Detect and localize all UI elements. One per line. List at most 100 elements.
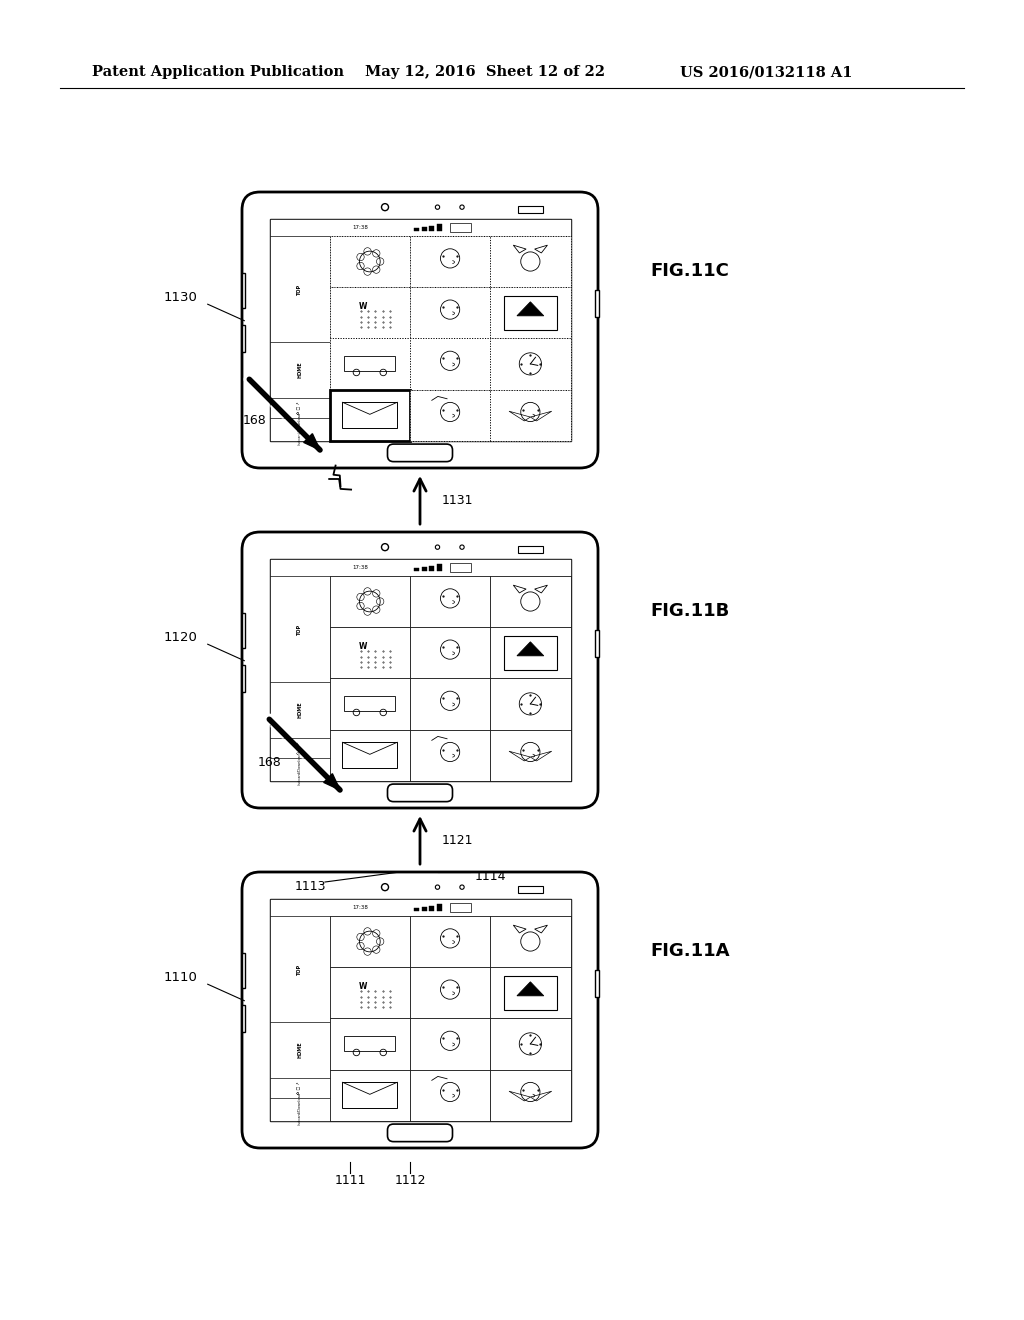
Text: 17:38: 17:38 bbox=[352, 226, 368, 230]
Bar bbox=[410, 1069, 490, 1121]
Bar bbox=[269, 219, 570, 236]
Bar bbox=[269, 758, 330, 780]
Bar bbox=[330, 1069, 410, 1121]
Bar bbox=[436, 564, 442, 572]
Bar bbox=[490, 288, 570, 338]
FancyBboxPatch shape bbox=[242, 191, 598, 469]
Bar bbox=[490, 916, 570, 968]
Bar bbox=[490, 678, 570, 730]
Text: 1113: 1113 bbox=[294, 880, 326, 894]
Text: W: W bbox=[358, 982, 367, 991]
Bar bbox=[330, 236, 410, 288]
FancyBboxPatch shape bbox=[242, 873, 598, 1148]
Text: Patent Application Publication: Patent Application Publication bbox=[92, 65, 344, 79]
Bar bbox=[269, 397, 330, 418]
FancyBboxPatch shape bbox=[242, 532, 598, 808]
Text: 17:38: 17:38 bbox=[352, 906, 368, 909]
Text: 1111: 1111 bbox=[334, 1173, 366, 1187]
Text: 1110: 1110 bbox=[163, 972, 197, 985]
Text: /sdcard/Download: /sdcard/Download bbox=[298, 1093, 302, 1126]
Text: 1131: 1131 bbox=[442, 494, 473, 507]
Bar bbox=[504, 296, 557, 330]
Bar bbox=[242, 273, 245, 309]
Circle shape bbox=[264, 714, 274, 725]
Bar bbox=[504, 636, 557, 669]
Text: HOME: HOME bbox=[297, 702, 302, 718]
Text: 1130: 1130 bbox=[163, 292, 197, 304]
Bar bbox=[269, 899, 570, 916]
Bar bbox=[410, 627, 490, 678]
Text: HOME: HOME bbox=[297, 362, 302, 379]
Text: FIG.11B: FIG.11B bbox=[650, 602, 729, 619]
Bar bbox=[242, 614, 245, 648]
Text: 17:38: 17:38 bbox=[352, 565, 368, 570]
FancyBboxPatch shape bbox=[387, 444, 453, 462]
Bar bbox=[518, 886, 543, 894]
Bar bbox=[504, 975, 557, 1010]
Polygon shape bbox=[517, 982, 544, 995]
Bar bbox=[330, 730, 410, 780]
Bar bbox=[269, 418, 330, 441]
Bar bbox=[410, 338, 490, 389]
Bar bbox=[410, 389, 490, 441]
Bar bbox=[330, 627, 410, 678]
FancyBboxPatch shape bbox=[387, 1125, 453, 1142]
Bar bbox=[242, 664, 245, 692]
Bar bbox=[490, 576, 570, 627]
Bar bbox=[422, 907, 427, 911]
Bar bbox=[410, 236, 490, 288]
Bar bbox=[490, 338, 570, 389]
Bar bbox=[490, 1069, 570, 1121]
Bar bbox=[330, 968, 410, 1018]
FancyBboxPatch shape bbox=[387, 784, 453, 801]
Bar bbox=[451, 564, 471, 572]
Bar bbox=[269, 1098, 330, 1121]
Bar bbox=[595, 969, 598, 997]
Bar bbox=[330, 389, 410, 441]
Bar bbox=[451, 223, 471, 232]
Polygon shape bbox=[517, 642, 544, 656]
Text: 168: 168 bbox=[243, 413, 267, 426]
Bar bbox=[410, 678, 490, 730]
Bar bbox=[414, 228, 420, 231]
Bar bbox=[490, 1018, 570, 1069]
Bar bbox=[410, 1018, 490, 1069]
Bar bbox=[490, 627, 570, 678]
Text: FIG.11A: FIG.11A bbox=[650, 941, 729, 960]
Text: TOP: TOP bbox=[297, 964, 302, 974]
Bar bbox=[269, 560, 570, 576]
Bar bbox=[330, 338, 410, 389]
Bar bbox=[330, 576, 410, 627]
Bar bbox=[518, 206, 543, 214]
Bar bbox=[330, 288, 410, 338]
Text: /sdcard/Download: /sdcard/Download bbox=[298, 754, 302, 785]
Bar bbox=[414, 908, 420, 911]
Text: HOME: HOME bbox=[297, 1041, 302, 1059]
Bar bbox=[436, 904, 442, 911]
Bar bbox=[242, 325, 245, 351]
Polygon shape bbox=[324, 774, 340, 789]
Bar bbox=[595, 630, 598, 656]
Text: ✿ □ ↗: ✿ □ ↗ bbox=[298, 1081, 302, 1094]
Bar bbox=[269, 1023, 330, 1077]
Bar bbox=[342, 742, 397, 767]
Bar bbox=[344, 1036, 395, 1051]
Bar bbox=[269, 576, 330, 682]
Bar bbox=[490, 389, 570, 441]
Text: ✿ □ ↗: ✿ □ ↗ bbox=[298, 401, 302, 414]
Bar bbox=[429, 906, 434, 911]
Bar bbox=[518, 546, 543, 553]
Bar bbox=[269, 682, 330, 738]
Text: ✿ □ ↗: ✿ □ ↗ bbox=[298, 742, 302, 754]
Bar bbox=[410, 288, 490, 338]
Bar bbox=[414, 569, 420, 572]
Text: FIG.11C: FIG.11C bbox=[650, 261, 729, 280]
Bar bbox=[269, 219, 570, 441]
Bar bbox=[490, 730, 570, 780]
Bar bbox=[451, 903, 471, 912]
Text: 1120: 1120 bbox=[163, 631, 197, 644]
Circle shape bbox=[245, 375, 254, 384]
Text: 1114: 1114 bbox=[474, 870, 506, 883]
Text: TOP: TOP bbox=[297, 623, 302, 635]
Text: 1121: 1121 bbox=[442, 833, 473, 846]
